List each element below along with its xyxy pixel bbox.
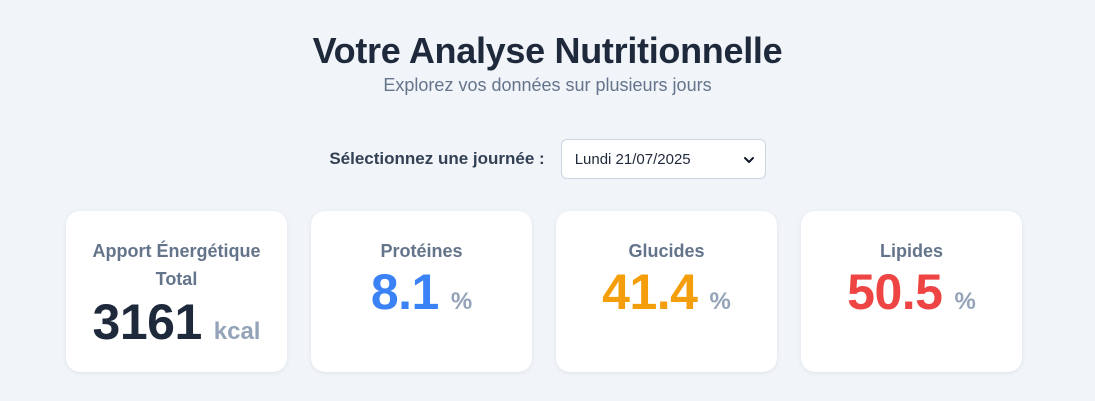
lipids-value-row: 50.5 %: [801, 263, 1022, 321]
carbs-card: Glucides 41.4 %: [556, 211, 777, 372]
lipids-card: Lipides 50.5 %: [801, 211, 1022, 372]
proteins-value-row: 8.1 %: [311, 263, 532, 321]
page-subtitle: Explorez vos données sur plusieurs jours: [383, 75, 712, 95]
page-title: Votre Analyse Nutritionnelle: [312, 30, 783, 71]
carbs-card-label: Glucides: [628, 241, 705, 261]
carbs-unit: %: [709, 288, 731, 315]
chevron-down-icon: [743, 153, 755, 165]
lipids-card-label: Lipides: [879, 241, 943, 261]
carbs-value: 41.4: [602, 264, 698, 320]
energy-card-label: Apport Énergétique Total: [92, 241, 261, 289]
lipids-unit: %: [954, 288, 976, 315]
energy-value-row: 3161 kcal: [66, 293, 287, 351]
proteins-value: 8.1: [370, 264, 440, 320]
energy-card: Apport Énergétique Total 3161 kcal: [66, 211, 287, 372]
proteins-card: Protéines 8.1 %: [311, 211, 532, 372]
carbs-value-row: 41.4 %: [556, 263, 777, 321]
page-header: Votre Analyse Nutritionnelle Explorez vo…: [0, 30, 1095, 96]
proteins-unit: %: [450, 288, 473, 315]
day-select[interactable]: Lundi 21/07/2025: [560, 139, 766, 179]
proteins-card-label: Protéines: [380, 241, 463, 261]
energy-value: 3161: [92, 294, 203, 350]
energy-unit: kcal: [213, 318, 261, 345]
summary-cards: Apport Énergétique Total 3161 kcal Proté…: [66, 211, 1022, 372]
day-selector-row: Sélectionnez une journée : Lundi 21/07/2…: [0, 139, 1095, 179]
lipids-value: 50.5: [847, 264, 943, 320]
day-selector-label: Sélectionnez une journée :: [329, 149, 545, 168]
day-select-value: Lundi 21/07/2025: [574, 150, 691, 168]
